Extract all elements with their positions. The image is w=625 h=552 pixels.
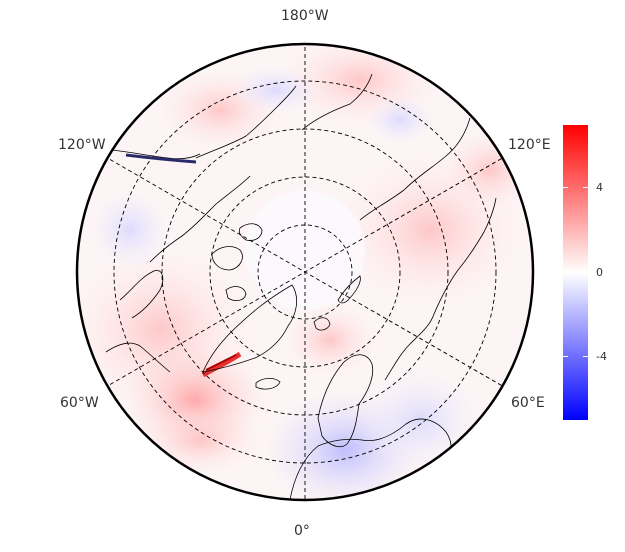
north-america-west-coast <box>111 149 201 160</box>
longitude-label-60e: 60°E <box>511 395 545 411</box>
colorbar-label-0: 0 <box>596 266 603 279</box>
alaska-dark-coast <box>125 153 197 164</box>
labrador-coast <box>105 342 171 373</box>
alaska-coast <box>195 85 297 159</box>
longitude-label-60w: 60°W <box>60 395 99 411</box>
colorbar-label-neg4: -4 <box>596 350 607 363</box>
novaya-zemlya <box>337 275 361 304</box>
chukotka-coast <box>301 73 373 131</box>
map-boundary <box>75 42 535 502</box>
longitude-label-120e: 120°E <box>508 137 551 153</box>
east-siberia-coast <box>359 117 471 221</box>
svalbard <box>313 317 331 331</box>
hudson-bay-coast <box>119 270 164 319</box>
greenland-coast <box>202 284 298 373</box>
siberia-coast <box>384 197 497 381</box>
longitude-label-180w: 180°W <box>281 8 329 24</box>
canadian-archipelago <box>211 223 263 302</box>
graticule <box>103 44 507 500</box>
europe-coast <box>289 418 452 500</box>
coastlines <box>105 73 497 500</box>
iceland-coast <box>255 377 281 390</box>
longitude-label-120w: 120°W <box>58 137 106 153</box>
colorbar-label-4: 4 <box>596 181 603 194</box>
scandinavia-coast <box>317 354 374 448</box>
longitude-label-0: 0° <box>294 523 310 539</box>
canada-arctic-coast <box>149 175 251 263</box>
